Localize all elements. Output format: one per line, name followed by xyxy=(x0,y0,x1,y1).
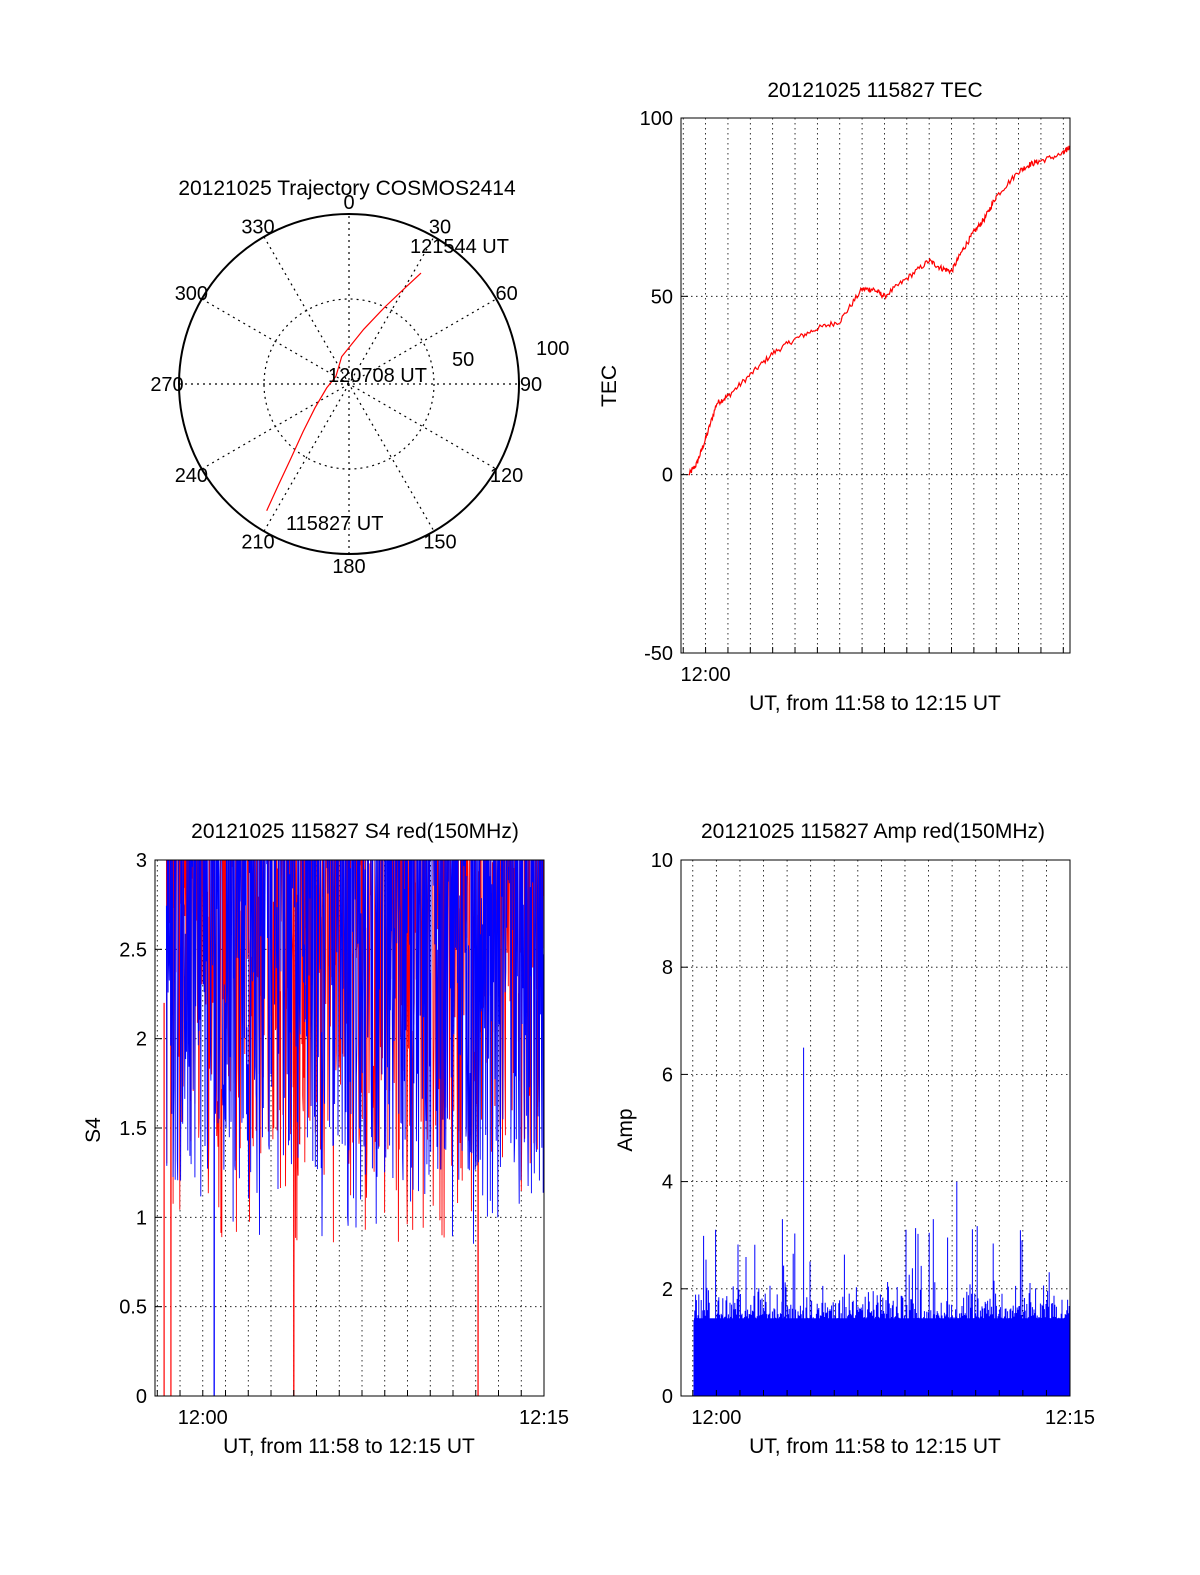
azimuth-label: 120 xyxy=(490,465,523,487)
y-tick-label: -50 xyxy=(644,643,673,665)
amp-axes-frame xyxy=(680,859,1071,1397)
polar-grid xyxy=(178,213,520,555)
radial-label-100: 100 xyxy=(536,338,569,360)
x-tick-label: 12:15 xyxy=(519,1407,569,1429)
azimuth-label: 150 xyxy=(423,532,456,554)
tec-axes-frame xyxy=(680,117,1071,654)
amp-xlabel: UT, from 11:58 to 12:15 UT xyxy=(749,1435,1001,1458)
y-tick-label: 2.5 xyxy=(119,939,147,961)
amp-grid xyxy=(681,860,1071,1396)
azimuth-label: 30 xyxy=(429,216,451,238)
s4-series xyxy=(163,860,544,1396)
trajectory-track xyxy=(266,272,422,511)
amp-series xyxy=(693,1047,1071,1396)
y-tick-label: 50 xyxy=(651,286,673,308)
polar-spoke xyxy=(263,236,435,532)
y-tick-label: 0.5 xyxy=(119,1297,147,1319)
s4-ticks: 0 0.5 1 1.5 2 2.5 3 12:00 12:15 xyxy=(119,850,569,1429)
azimuth-label: 300 xyxy=(175,283,208,305)
s4-line-blue xyxy=(165,860,544,1396)
radial-label-50: 50 xyxy=(452,349,474,371)
y-tick-label: 0 xyxy=(662,465,673,487)
azimuth-label: 240 xyxy=(175,465,208,487)
y-tick-label: 0 xyxy=(662,1386,673,1408)
tec-title: 20121025 115827 TEC xyxy=(767,79,982,102)
polar-azimuth-labels: 0 30 60 90 120 150 180 210 240 270 300 330 xyxy=(150,192,542,578)
amp-panel: 20121025 115827 Amp red(150MHz) 0 2 4 6 8 10 1… xyxy=(614,820,1095,1458)
azimuth-label: 180 xyxy=(332,556,365,578)
azimuth-label: 90 xyxy=(520,374,542,396)
amp-title: 20121025 115827 Amp red(150MHz) xyxy=(701,820,1045,843)
amp-bars xyxy=(693,1047,1071,1396)
y-tick-label: 2 xyxy=(136,1029,147,1051)
azimuth-label: 210 xyxy=(241,532,274,554)
tec-panel: 20121025 115827 TEC -50 0 50 100 12:00 UT, f… xyxy=(598,79,1071,715)
azimuth-label: 270 xyxy=(150,374,183,396)
annotation-start-time: 115827 UT xyxy=(286,513,383,535)
annotation-end-time: 121544 UT xyxy=(410,236,509,258)
x-tick-label: 12:00 xyxy=(178,1407,228,1429)
y-tick-label: 6 xyxy=(662,1064,673,1086)
s4-ylabel: S4 xyxy=(82,1117,105,1143)
x-tick-label: 12:15 xyxy=(1045,1407,1095,1429)
amp-ylabel: Amp xyxy=(614,1108,637,1151)
y-tick-label: 0 xyxy=(136,1386,147,1408)
y-tick-label: 1.5 xyxy=(119,1118,147,1140)
tec-ticks: -50 0 50 100 12:00 xyxy=(640,108,1064,686)
y-tick-label: 10 xyxy=(651,850,673,872)
annotation-mid-time: 120708 UT xyxy=(328,365,427,387)
s4-panel: 20121025 115827 S4 red(150MHz) 0 0.5 1 1.5 2… xyxy=(82,820,569,1458)
y-tick-label: 3 xyxy=(136,850,147,872)
x-tick-label: 12:00 xyxy=(691,1407,741,1429)
azimuth-label: 0 xyxy=(343,192,354,214)
y-tick-label: 100 xyxy=(640,108,673,130)
tec-ylabel: TEC xyxy=(598,365,621,407)
tec-xlabel: UT, from 11:58 to 12:15 UT xyxy=(749,692,1001,715)
y-tick-label: 8 xyxy=(662,957,673,979)
x-tick-label: 12:00 xyxy=(681,664,731,686)
azimuth-label: 60 xyxy=(495,283,517,305)
y-tick-label: 1 xyxy=(136,1207,147,1229)
y-tick-label: 4 xyxy=(662,1172,673,1194)
trajectory-panel: 20121025 Trajectory COSMOS2414 0 30 60 90 12… xyxy=(150,177,569,578)
s4-title: 20121025 115827 S4 red(150MHz) xyxy=(191,820,519,843)
azimuth-label: 330 xyxy=(241,216,274,238)
trajectory-title: 20121025 Trajectory COSMOS2414 xyxy=(178,177,516,200)
s4-axes-frame xyxy=(154,859,545,1397)
tec-series-line xyxy=(688,145,1071,476)
s4-xlabel: UT, from 11:58 to 12:15 UT xyxy=(223,1435,475,1458)
y-tick-label: 2 xyxy=(662,1279,673,1301)
tec-grid xyxy=(681,118,1070,653)
